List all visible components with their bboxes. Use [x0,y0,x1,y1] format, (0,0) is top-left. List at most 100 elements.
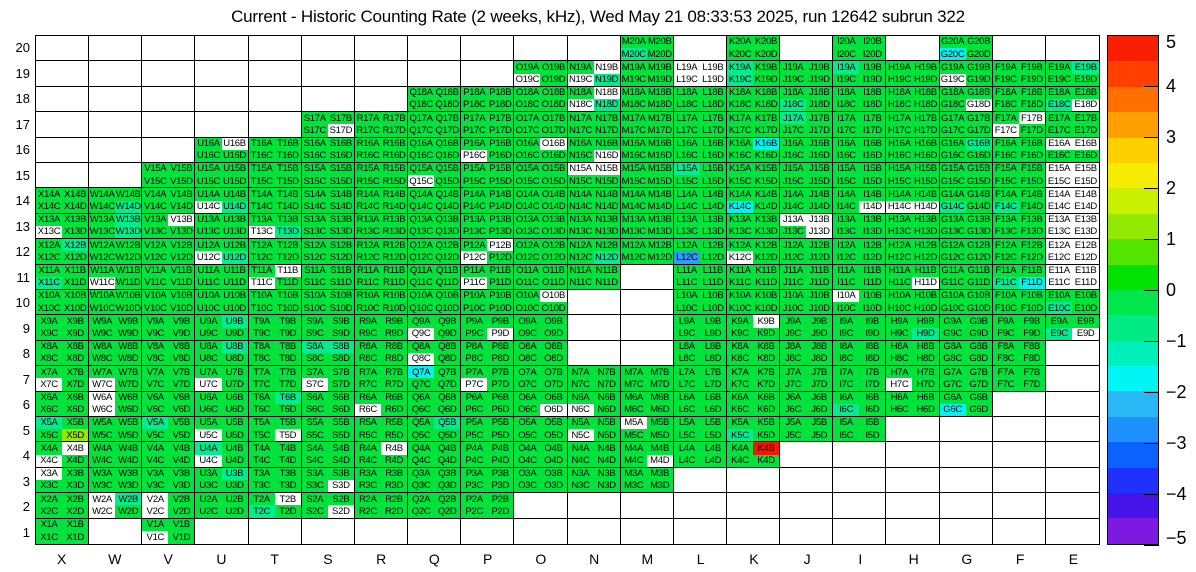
cell-H7: H7A H7B H7C H7D [886,366,940,392]
bin-J6C: J6C [780,403,807,416]
cell-I16: I16A I16B I16C I16D [833,137,887,163]
bin-N7B: N7B [593,366,620,379]
cell-O11: O11A O11B O11C O11D [514,264,568,290]
bin-P4C: P4C [461,454,488,467]
bin-K17B: K17B [753,112,780,125]
cell-S1 [302,518,355,544]
bin-Q16C: Q16C [408,149,435,162]
bin-U4C: U4C [195,454,222,467]
bin-P15B: P15B [487,162,514,176]
bin-X4C: X4C [36,454,63,467]
bin-R7C: R7C [354,378,381,391]
bin-O9B: O9B [540,315,567,328]
bin-O7A: O7A [514,366,541,379]
bin-T9A: T9A [248,315,275,328]
bin-M19B: M19B [646,61,673,74]
bin-U16A: U16A [195,137,222,150]
bin-R8C: R8C [354,352,381,366]
bin-W2D: W2D [115,505,142,518]
bin-G16A: G16A [939,137,966,150]
bin-P11A: P11A [461,264,488,277]
bin-G11B: G11B [965,264,992,277]
colorbar-band-4 [1108,137,1158,163]
bin-V11A: V11A [142,264,169,277]
bin-K16A: K16A [726,137,754,150]
bin-X10B: X10B [62,289,89,303]
bin-S12D: S12D [327,251,354,264]
cell-J5: J5A J5B J5C J5D [780,416,834,443]
bin-L17A: L17A [673,112,700,125]
bin-G10B: G10B [965,289,992,303]
cell-X7: X7A X7B X7C X7D [36,366,90,392]
bin-T5A: T5A [248,416,275,430]
cell-M14: M14A M14B M14C M14D [620,188,674,214]
bin-O5D: O5D [540,429,567,442]
bin-I19B: I19B [859,61,886,74]
bin-F18A: F18A [992,86,1019,99]
bin-S8A: S8A [301,340,328,353]
bin-J18B: J18B [806,86,833,99]
colorbar-tick-label-0: 0 [1166,280,1177,300]
cell-V20 [142,36,196,62]
bin-R12A: R12A [354,239,381,252]
bin-O5B: O5B [540,416,567,430]
bin-M5B: M5B [646,416,673,430]
bin-N7A: N7A [567,366,594,379]
bin-H6C: H6C [886,403,913,416]
bin-W2C: W2C [89,505,116,518]
bin-L6D: L6D [699,403,726,416]
bin-H16D: H16D [912,149,939,162]
bin-O14A: O14A [514,188,541,201]
bin-O18B: O18B [540,86,567,99]
bin-G16C: G16C [939,149,966,162]
cell-P10: P10A P10B P10C P10D [461,289,515,316]
bin-M16D: M16D [646,149,673,162]
bin-J16B: J16B [806,137,833,150]
cell-H14: H14A H14B H14C H14D [886,188,940,214]
bin-F9C: F9C [992,327,1019,340]
x-axis-label-R: R [376,551,387,567]
cell-R9: R9A R9B R9C R9D [354,315,409,341]
bin-W4D: W4D [115,454,142,467]
cell-L14: L14A L14B L14C L14D [673,188,727,214]
cell-G14: G14A G14B G14C G14D [939,188,993,214]
bin-V7B: V7B [168,366,195,379]
bin-U8C: U8C [195,352,222,366]
cell-I6: I6A I6B I6C I6D [833,391,887,417]
cell-X4: X4A X4B X4C X4D [36,442,90,468]
bin-R13D: R13D [380,225,408,239]
bin-I18B: I18B [859,86,886,99]
bin-S5B: S5B [327,416,354,430]
cell-S7: S7A S7B S7C S7D [301,366,355,392]
bin-G14C: G14C [939,200,966,213]
bin-M17B: M17B [646,112,673,125]
cell-S2: S2A S2B S2C S2D [301,493,355,519]
cell-F17: F17A F17B F17C F17D [992,112,1046,138]
bin-M7D: M7D [646,378,673,391]
cell-U15: U15A U15B U15C U15D [195,162,249,189]
cell-H3 [886,467,940,494]
bin-F13C: F13C [992,225,1019,239]
bin-W3B: W3B [115,467,142,480]
cell-R19 [354,61,409,87]
bin-I15A: I15A [833,162,860,176]
bin-Q11A: Q11A [408,264,435,277]
bin-F11C: F11C [992,276,1019,289]
bin-I6A: I6A [833,391,860,404]
cell-P18: P18A P18B P18C P18D [461,86,515,113]
bin-V3D: V3D [168,479,195,493]
bin-G11C: G11C [939,276,966,289]
bin-Q10B: Q10B [434,289,461,303]
cell-L19: L19A L19B L19C L19D [673,61,727,87]
bin-J13C: J13C [780,225,807,239]
bin-K19D: K19D [753,73,780,86]
bin-U4B: U4B [221,442,248,455]
bin-R2D: R2D [380,505,408,518]
bin-N12C: N12C [567,251,594,264]
cell-W8: W8A W8B W8C W8D [89,340,143,367]
bin-F17B: F17B [1018,112,1045,125]
bin-W10D: W10D [115,302,142,315]
bin-Q10D: Q10D [434,302,461,315]
cell-P4: P4A P4B P4C P4D [461,442,515,468]
bin-V4A: V4A [142,442,169,455]
